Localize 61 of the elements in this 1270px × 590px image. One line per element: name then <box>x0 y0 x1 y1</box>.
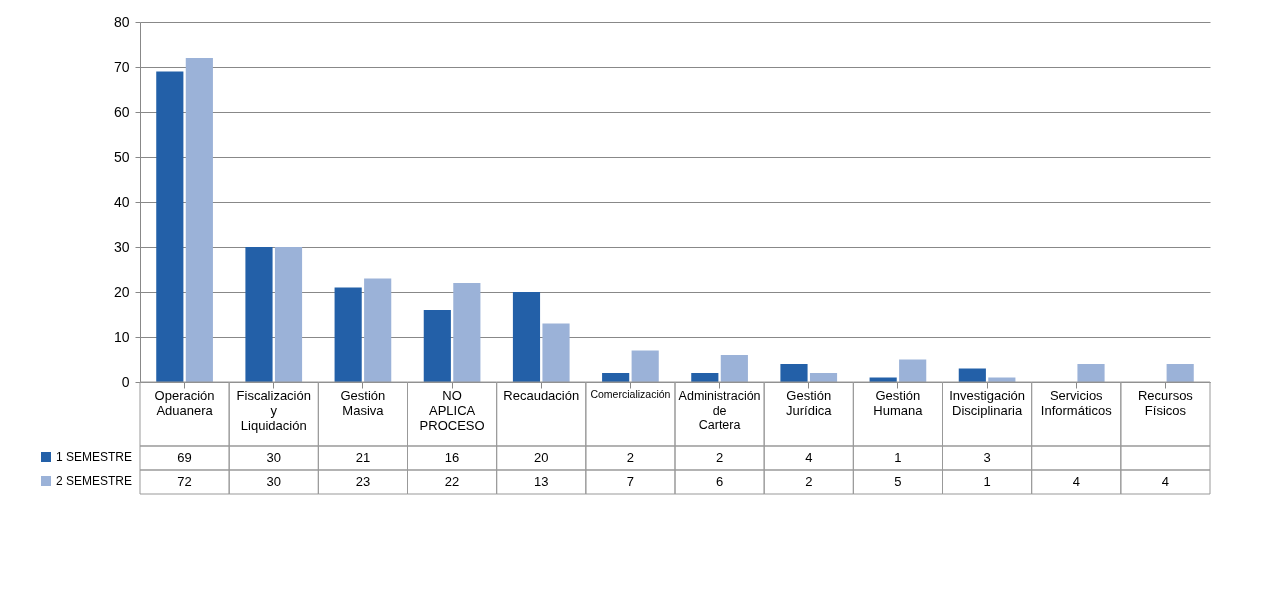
bar <box>720 355 748 382</box>
bar <box>245 247 273 382</box>
x-tick-label: Gestión Jurídica <box>785 388 833 418</box>
data-label: 5 <box>894 474 902 489</box>
data-label: 2 <box>805 474 813 489</box>
data-label: 23 <box>355 474 371 489</box>
x-tick-label: Investigación Disciplinaria <box>949 388 1026 418</box>
data-label: 20 <box>534 450 549 465</box>
bar <box>185 58 213 382</box>
data-label: 16 <box>444 450 460 465</box>
bar <box>542 323 570 382</box>
legend-label: 2 SEMESTRE <box>56 474 133 488</box>
bar <box>423 310 451 382</box>
data-label: 72 <box>177 474 192 489</box>
bar <box>1077 364 1105 382</box>
data-label: 4 <box>1161 474 1170 489</box>
bar <box>156 71 184 382</box>
y-tick-label: 40 <box>113 193 130 210</box>
bar <box>1166 364 1194 382</box>
x-tick-label: Fiscalización y Liquidación <box>236 388 311 433</box>
y-tick-label: 0 <box>121 373 130 390</box>
data-label: 4 <box>805 450 813 465</box>
bar <box>274 247 303 382</box>
data-label: 1 <box>894 450 902 465</box>
bar <box>334 287 362 382</box>
y-tick-label: 60 <box>113 103 130 120</box>
y-tick-label: 70 <box>113 58 130 75</box>
data-label: 3 <box>983 450 991 465</box>
data-label: 21 <box>355 450 371 465</box>
x-tick-label: Administración de Cartera <box>678 389 761 432</box>
x-tick-label: Recursos Físicos <box>1137 388 1194 418</box>
legend-label: 1 SEMESTRE <box>56 450 133 464</box>
bar <box>780 364 808 382</box>
y-tick-label: 20 <box>113 283 130 300</box>
y-tick-label: 50 <box>113 148 130 165</box>
bar <box>364 278 392 382</box>
data-label: 7 <box>626 474 635 489</box>
data-label: 30 <box>266 474 281 489</box>
data-label: 2 <box>715 450 724 465</box>
x-tick-label: NO APLICA PROCESO <box>419 388 485 433</box>
x-tick-label: Operación Aduanera <box>154 388 215 418</box>
data-label: 2 <box>626 450 635 465</box>
data-label: 69 <box>177 450 192 465</box>
x-tick-label: Servicios Informáticos <box>1040 388 1113 418</box>
data-label: 1 <box>983 474 991 489</box>
data-label: 13 <box>534 474 549 489</box>
data-label: 6 <box>715 474 724 489</box>
x-tick-label: Comercialización <box>590 388 671 400</box>
x-tick-label: Recaudación <box>503 388 580 403</box>
data-label: 30 <box>266 450 281 465</box>
y-tick-label: 30 <box>113 238 130 255</box>
x-tick-label: Gestión Humana <box>873 388 924 418</box>
bar <box>899 359 927 382</box>
bar <box>453 283 481 382</box>
data-label: 4 <box>1072 474 1080 489</box>
x-tick-label: Gestión Masiva <box>340 388 386 418</box>
bar <box>631 350 659 382</box>
bar <box>512 292 541 382</box>
y-tick-label: 80 <box>113 13 130 30</box>
y-tick-label: 10 <box>113 328 130 345</box>
data-label: 22 <box>444 474 460 489</box>
